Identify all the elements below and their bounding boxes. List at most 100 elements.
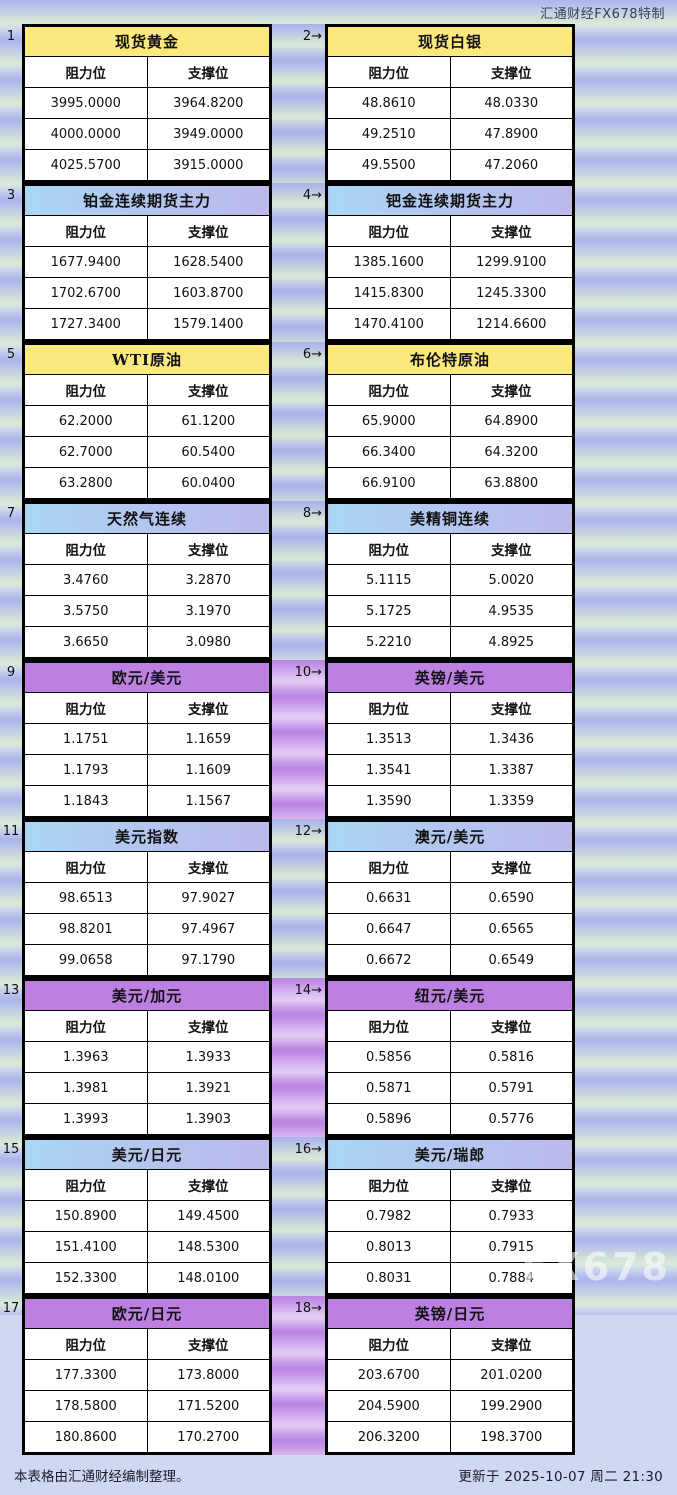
- table-row: 5.1115 5.0020: [327, 564, 573, 596]
- support-value: 1.3387: [449, 754, 573, 786]
- column-header-resistance: 阻力位: [24, 851, 148, 883]
- support-value: 0.6565: [449, 913, 573, 945]
- resistance-value: 1677.9400: [24, 246, 148, 278]
- resistance-value: 99.0658: [24, 944, 148, 976]
- support-value: 201.0200: [449, 1359, 573, 1391]
- resistance-value: 98.6513: [24, 882, 148, 914]
- instrument-name: 美元/瑞郎: [327, 1139, 573, 1170]
- table-row: 1385.1600 1299.9100: [327, 246, 573, 278]
- column-header-support: 支撑位: [449, 533, 573, 565]
- table-row: 66.3400 64.3200: [327, 436, 573, 468]
- column-header-support: 支撑位: [146, 533, 270, 565]
- support-value: 1603.8700: [146, 277, 270, 309]
- support-value: 63.8800: [449, 467, 573, 499]
- table-row: 1.3590 1.3359: [327, 785, 573, 817]
- table-row: 203.6700 201.0200: [327, 1359, 573, 1391]
- column-header-resistance: 阻力位: [24, 533, 148, 565]
- column-header-support: 支撑位: [449, 1169, 573, 1201]
- top-bar: 汇通财经FX678特制: [0, 0, 677, 24]
- column-header-resistance: 阻力位: [327, 1328, 451, 1360]
- table-row: 48.8610 48.0330: [327, 87, 573, 119]
- table-row: 1.3963 1.3933: [24, 1041, 270, 1073]
- support-value: 173.8000: [146, 1359, 270, 1391]
- support-value: 148.5300: [146, 1231, 270, 1263]
- block-index-2: 2→: [272, 24, 325, 183]
- resistance-value: 0.8013: [327, 1231, 451, 1263]
- resistance-value: 0.5896: [327, 1103, 451, 1135]
- support-value: 0.5816: [449, 1041, 573, 1073]
- table-row: 0.5871 0.5791: [327, 1072, 573, 1104]
- instrument-name: 钯金连续期货主力: [327, 185, 573, 216]
- instrument-name: 铂金连续期货主力: [24, 185, 270, 216]
- resistance-value: 206.3200: [327, 1421, 451, 1453]
- column-header-support: 支撑位: [449, 1010, 573, 1042]
- column-header-support: 支撑位: [146, 692, 270, 724]
- resistance-value: 1.3590: [327, 785, 451, 817]
- support-value: 64.3200: [449, 436, 573, 468]
- support-value: 60.0400: [146, 467, 270, 499]
- column-header-resistance: 阻力位: [327, 533, 451, 565]
- table-row: 178.5800 171.5200: [24, 1390, 270, 1422]
- block-index-15: 15: [2, 1142, 20, 1157]
- table-row: 1727.3400 1579.1400: [24, 308, 270, 340]
- support-value: 1.3903: [146, 1103, 270, 1135]
- support-value: 1579.1400: [146, 308, 270, 340]
- block-index-8: 8→: [272, 501, 325, 660]
- table-title-row: 美元/日元: [24, 1139, 270, 1170]
- resistance-value: 1415.8300: [327, 277, 451, 309]
- support-value: 47.2060: [449, 149, 573, 181]
- support-value: 0.6590: [449, 882, 573, 914]
- resistance-value: 49.2510: [327, 118, 451, 150]
- instrument-table-16: 美元/瑞郎 阻力位 支撑位 0.7982 0.7933 0.8013 0.7915 0.803…: [325, 1137, 575, 1296]
- table-row: 63.2800 60.0400: [24, 467, 270, 499]
- table-title-row: 欧元/日元: [24, 1298, 270, 1329]
- table-row: 66.9100 63.8800: [327, 467, 573, 499]
- instrument-table-4: 钯金连续期货主力 阻力位 支撑位 1385.1600 1299.9100 1415.830…: [325, 183, 575, 342]
- table-header-row: 阻力位 支撑位: [327, 533, 573, 565]
- table-row: 1.3981 1.3921: [24, 1072, 270, 1104]
- table-row: 3.5750 3.1970: [24, 595, 270, 627]
- table-row: 3.6650 3.0980: [24, 626, 270, 658]
- column-header-resistance: 阻力位: [24, 692, 148, 724]
- block-index-18: 18→: [272, 1296, 325, 1455]
- column-header-support: 支撑位: [146, 56, 270, 88]
- support-value: 60.5400: [146, 436, 270, 468]
- table-row: 0.6672 0.6549: [327, 944, 573, 976]
- block-index-7: 7: [6, 506, 16, 521]
- instrument-table-2: 现货白银 阻力位 支撑位 48.8610 48.0330 49.2510 47.8900 49…: [325, 24, 575, 183]
- table-row: 204.5900 199.2900: [327, 1390, 573, 1422]
- resistance-value: 180.8600: [24, 1421, 148, 1453]
- resistance-value: 152.3300: [24, 1262, 148, 1294]
- resistance-value: 49.5500: [327, 149, 451, 181]
- table-title-row: WTI原油: [24, 344, 270, 375]
- table-row: 1.3541 1.3387: [327, 754, 573, 786]
- resistance-value: 0.6647: [327, 913, 451, 945]
- table-header-row: 阻力位 支撑位: [24, 1169, 270, 1201]
- support-value: 0.5791: [449, 1072, 573, 1104]
- table-header-row: 阻力位 支撑位: [327, 215, 573, 247]
- column-header-resistance: 阻力位: [24, 374, 148, 406]
- table-header-row: 阻力位 支撑位: [24, 374, 270, 406]
- column-header-resistance: 阻力位: [327, 56, 451, 88]
- table-header-row: 阻力位 支撑位: [24, 215, 270, 247]
- instrument-table-13: 美元/加元 阻力位 支撑位 1.3963 1.3933 1.3981 1.3921 1.399…: [22, 978, 272, 1137]
- column-header-support: 支撑位: [146, 215, 270, 247]
- table-row: 1702.6700 1603.8700: [24, 277, 270, 309]
- column-header-support: 支撑位: [449, 215, 573, 247]
- table-row: 99.0658 97.1790: [24, 944, 270, 976]
- instrument-name: 现货黄金: [24, 26, 270, 57]
- column-header-support: 支撑位: [449, 374, 573, 406]
- block-index-12: 12→: [272, 819, 325, 978]
- table-row: 4000.0000 3949.0000: [24, 118, 270, 150]
- table-title-row: 欧元/美元: [24, 662, 270, 693]
- footer-source: 本表格由汇通财经编制整理。: [14, 1469, 190, 1485]
- resistance-value: 1.3993: [24, 1103, 148, 1135]
- support-value: 3915.0000: [146, 149, 270, 181]
- support-value: 1245.3300: [449, 277, 573, 309]
- column-header-support: 支撑位: [146, 851, 270, 883]
- resistance-value: 0.6672: [327, 944, 451, 976]
- resistance-value: 4000.0000: [24, 118, 148, 150]
- resistance-value: 0.8031: [327, 1262, 451, 1294]
- block-index-9: 9: [6, 665, 16, 680]
- right-margin: [575, 342, 677, 501]
